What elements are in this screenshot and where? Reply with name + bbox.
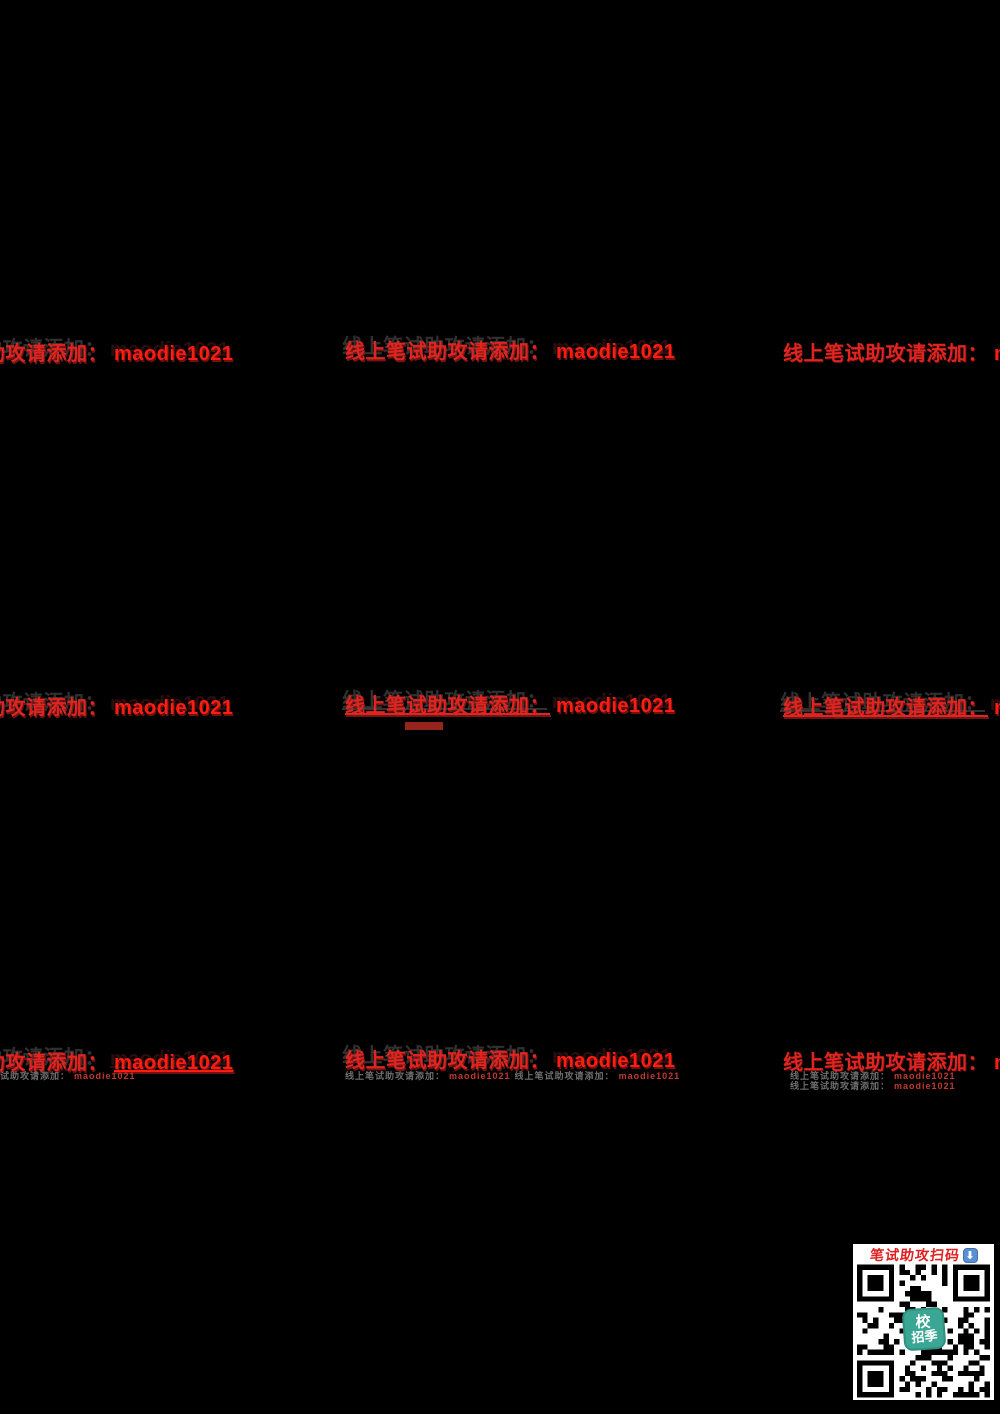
qr-center-logo: 校 招季	[901, 1306, 947, 1352]
tiny-watermark-line: 线上笔试助攻请添加：maodie1021	[790, 1071, 960, 1081]
tiny-watermark-cn: 线上笔试助攻请添加：	[790, 1071, 891, 1081]
tiny-watermark-cn: 线上笔试助攻请添加：	[514, 1071, 615, 1081]
watermark-cn: 线上笔试助攻请添加：	[783, 343, 988, 365]
watermark-cn: 线上笔试助攻请添加：	[0, 697, 108, 719]
tiny-watermark-line: 线上笔试助攻请添加：maodie1021	[790, 1081, 960, 1091]
watermark-account: maodie1021	[556, 341, 676, 363]
watermark-text: 线上笔试助攻请添加： maodie1021	[345, 1050, 676, 1072]
red-artifact	[405, 722, 443, 730]
watermark-account: maodie1021	[988, 1052, 1000, 1074]
watermark-text: 线上笔试助攻请添加： maodie1021	[0, 1052, 234, 1074]
tiny-watermark-cn: 线上笔试助攻请添加：	[345, 1071, 446, 1081]
watermark-account: maodie1021	[114, 343, 234, 365]
watermark-account: maodie1021	[114, 697, 234, 719]
watermark-account: maodie1021	[988, 343, 1000, 365]
qr-title-row: 笔试助攻扫码 ⬇	[868, 1246, 978, 1264]
tiny-watermark-account: maodie1021	[894, 1081, 956, 1091]
qr-code: 校 招季	[857, 1264, 990, 1398]
watermark-account: maodie1021	[556, 1050, 676, 1072]
watermark-text: 线上笔试助攻请添加：maodie1021	[783, 343, 1000, 365]
watermark-text: 线上笔试助攻请添加： maodie1021	[345, 341, 676, 363]
tiny-watermark-account: maodie1021	[74, 1071, 136, 1081]
qr-title: 笔试助攻扫码	[868, 1248, 961, 1264]
watermark-cn: 线上笔试助攻请添加：	[0, 1052, 108, 1074]
tiny-watermark-account: maodie1021	[449, 1071, 511, 1081]
watermark-account: maodie1021	[114, 1052, 234, 1074]
watermark-text: 线上笔试助攻请添加： maodie1021	[345, 695, 676, 717]
watermark-account: maodie1021	[556, 695, 676, 717]
watermark-text: 线上笔试助攻请添加： maodie1021	[0, 697, 234, 719]
watermark-account: maodie1021	[988, 697, 1000, 719]
qr-panel: 笔试助攻扫码 ⬇ 校 招季	[853, 1244, 994, 1400]
watermark-text: 线上笔试助攻请添加： maodie1021	[0, 343, 234, 365]
watermark-text: 线上笔试助攻请添加：maodie1021	[783, 1052, 1000, 1074]
qr-logo-text: 校	[915, 1313, 932, 1331]
tiny-watermark-cn: 线上笔试助攻请添加：	[0, 1071, 71, 1081]
watermark-cn: 线上笔试助攻请添加：	[0, 343, 108, 365]
tiny-watermark-cn: 线上笔试助攻请添加：	[790, 1081, 891, 1091]
watermark-cn: 线上笔试助攻请添加：	[345, 1050, 550, 1072]
tiny-watermark-account: maodie1021	[618, 1071, 681, 1081]
watermark-cn: 线上笔试助攻请添加：	[783, 697, 988, 719]
watermark-text: 线上笔试助攻请添加：maodie1021	[783, 697, 1000, 719]
watermark-cn: 线上笔试助攻请添加：	[783, 1052, 988, 1074]
qr-logo-text: 招季	[910, 1327, 939, 1345]
tiny-watermark-line: 线上笔试助攻请添加： maodie1021 线上笔试助攻请添加： maodie1021	[345, 1071, 684, 1081]
watermark-cn: 线上笔试助攻请添加：	[345, 341, 550, 363]
tiny-watermark-line: 线上笔试助攻请添加：maodie1021	[0, 1071, 140, 1081]
tiny-watermark-account: maodie1021	[894, 1071, 956, 1081]
down-arrow-icon: ⬇	[962, 1247, 978, 1263]
watermark-cn: 线上笔试助攻请添加：	[345, 695, 550, 717]
